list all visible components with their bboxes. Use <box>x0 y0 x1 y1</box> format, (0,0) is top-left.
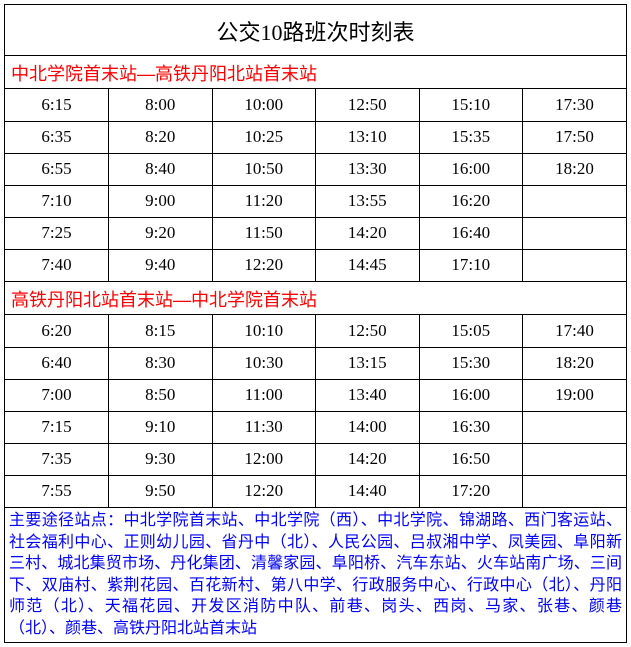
time-cell: 13:55 <box>316 185 420 217</box>
time-cell: 7:40 <box>5 249 109 281</box>
time-cell: 13:15 <box>316 347 420 379</box>
time-cell: 10:50 <box>212 153 316 185</box>
time-cell <box>523 185 627 217</box>
time-cell: 17:20 <box>419 475 523 507</box>
time-cell: 16:20 <box>419 185 523 217</box>
time-cell: 11:20 <box>212 185 316 217</box>
time-cell: 13:30 <box>316 153 420 185</box>
time-cell: 17:10 <box>419 249 523 281</box>
time-cell: 10:00 <box>212 89 316 121</box>
time-cell: 12:50 <box>316 315 420 347</box>
time-cell: 12:20 <box>212 249 316 281</box>
time-cell: 12:20 <box>212 475 316 507</box>
stops-footer: 主要途径站点：中北学院首末站、中北学院（西）、中北学院、锦湖路、西门客运站、社会… <box>5 507 626 642</box>
time-cell <box>523 443 627 475</box>
time-cell: 17:30 <box>523 89 627 121</box>
time-cell: 9:30 <box>109 443 213 475</box>
time-cell: 8:40 <box>109 153 213 185</box>
table-row: 6:158:0010:0012:5015:1017:30 <box>5 89 626 121</box>
time-cell: 15:30 <box>419 347 523 379</box>
time-cell: 7:25 <box>5 217 109 249</box>
time-cell: 13:10 <box>316 121 420 153</box>
time-cell: 7:15 <box>5 411 109 443</box>
time-cell: 9:40 <box>109 249 213 281</box>
table-row: 7:359:3012:0014:2016:50 <box>5 443 626 475</box>
time-cell: 16:50 <box>419 443 523 475</box>
time-cell: 8:15 <box>109 315 213 347</box>
time-cell: 9:00 <box>109 185 213 217</box>
time-cell: 12:50 <box>316 89 420 121</box>
time-cell: 6:55 <box>5 153 109 185</box>
time-cell: 9:10 <box>109 411 213 443</box>
time-cell: 14:00 <box>316 411 420 443</box>
table-row: 7:409:4012:2014:4517:10 <box>5 249 626 281</box>
time-cell: 11:50 <box>212 217 316 249</box>
table-row: 6:358:2010:2513:1015:3517:50 <box>5 121 626 153</box>
time-cell: 15:10 <box>419 89 523 121</box>
time-cell <box>523 249 627 281</box>
time-cell: 10:10 <box>212 315 316 347</box>
direction-2-header: 高铁丹阳北站首末站—中北学院首末站 <box>5 282 626 315</box>
table-row: 7:159:1011:3014:0016:30 <box>5 411 626 443</box>
table-row: 6:558:4010:5013:3016:0018:20 <box>5 153 626 185</box>
time-cell: 16:00 <box>419 379 523 411</box>
table-row: 7:109:0011:2013:5516:20 <box>5 185 626 217</box>
time-cell: 12:00 <box>212 443 316 475</box>
time-cell: 16:00 <box>419 153 523 185</box>
direction-1-header: 中北学院首末站—高铁丹阳北站首末站 <box>5 56 626 89</box>
table-row: 7:259:2011:5014:2016:40 <box>5 217 626 249</box>
table-row: 7:559:5012:2014:4017:20 <box>5 475 626 507</box>
time-cell: 8:30 <box>109 347 213 379</box>
time-cell: 14:45 <box>316 249 420 281</box>
time-cell: 10:25 <box>212 121 316 153</box>
page-title: 公交10路班次时刻表 <box>5 5 626 56</box>
time-cell: 14:20 <box>316 443 420 475</box>
time-cell: 15:35 <box>419 121 523 153</box>
time-cell: 14:40 <box>316 475 420 507</box>
time-cell: 11:30 <box>212 411 316 443</box>
time-cell <box>523 411 627 443</box>
table-row: 6:408:3010:3013:1515:3018:20 <box>5 347 626 379</box>
time-cell: 13:40 <box>316 379 420 411</box>
time-cell <box>523 475 627 507</box>
time-cell: 6:20 <box>5 315 109 347</box>
time-cell: 8:50 <box>109 379 213 411</box>
time-cell: 17:50 <box>523 121 627 153</box>
time-cell: 18:20 <box>523 347 627 379</box>
time-cell: 11:00 <box>212 379 316 411</box>
time-cell: 7:00 <box>5 379 109 411</box>
time-cell: 18:20 <box>523 153 627 185</box>
time-cell: 8:00 <box>109 89 213 121</box>
time-cell: 17:40 <box>523 315 627 347</box>
time-cell: 15:05 <box>419 315 523 347</box>
time-cell: 7:55 <box>5 475 109 507</box>
time-cell <box>523 217 627 249</box>
direction-2-table: 6:208:1510:1012:5015:0517:406:408:3010:3… <box>5 315 626 507</box>
time-cell: 9:50 <box>109 475 213 507</box>
time-cell: 14:20 <box>316 217 420 249</box>
time-cell: 6:15 <box>5 89 109 121</box>
time-cell: 6:40 <box>5 347 109 379</box>
direction-1-table: 6:158:0010:0012:5015:1017:306:358:2010:2… <box>5 89 626 281</box>
time-cell: 7:10 <box>5 185 109 217</box>
time-cell: 8:20 <box>109 121 213 153</box>
timetable-container: 公交10路班次时刻表 中北学院首末站—高铁丹阳北站首末站 6:158:0010:… <box>4 4 627 643</box>
time-cell: 19:00 <box>523 379 627 411</box>
time-cell: 16:30 <box>419 411 523 443</box>
time-cell: 16:40 <box>419 217 523 249</box>
time-cell: 9:20 <box>109 217 213 249</box>
table-row: 7:008:5011:0013:4016:0019:00 <box>5 379 626 411</box>
time-cell: 6:35 <box>5 121 109 153</box>
time-cell: 10:30 <box>212 347 316 379</box>
table-row: 6:208:1510:1012:5015:0517:40 <box>5 315 626 347</box>
time-cell: 7:35 <box>5 443 109 475</box>
